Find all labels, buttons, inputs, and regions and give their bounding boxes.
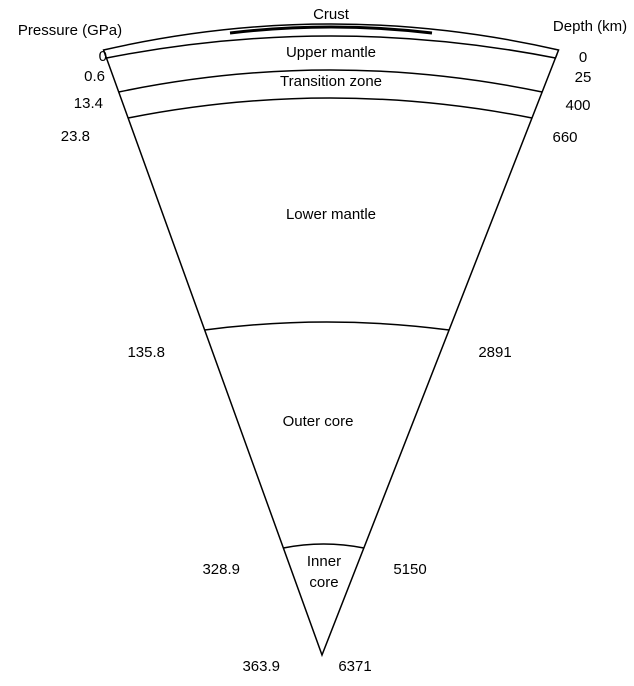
boundary-arc <box>118 69 543 93</box>
pressure-label: 135.8 <box>127 344 165 361</box>
boundary-arc <box>204 321 450 331</box>
pressure-label: 13.4 <box>74 95 103 112</box>
depth-label: 6371 <box>338 658 371 675</box>
depth-label: 2891 <box>478 344 511 361</box>
pressure-label: 23.8 <box>61 128 90 145</box>
pressure-label: 328.9 <box>202 561 240 578</box>
depth-label: 660 <box>552 129 577 146</box>
wedge-outline <box>104 53 558 658</box>
layer-name: Outer core <box>283 413 354 430</box>
crust-thick <box>229 25 433 35</box>
boundary-arc <box>127 97 533 119</box>
depth-label: 5150 <box>393 561 426 578</box>
layer-name: core <box>309 574 338 591</box>
pressure-header: Pressure (GPa) <box>18 22 122 39</box>
layer-name: Inner <box>307 553 341 570</box>
boundary-arc <box>283 543 364 549</box>
depth-label: 0 <box>579 49 587 66</box>
layer-name: Transition zone <box>280 73 382 90</box>
depth-header: Depth (km) <box>553 18 627 35</box>
pressure-label: 0.6 <box>84 68 105 85</box>
depth-label: 400 <box>565 97 590 114</box>
depth-label: 25 <box>575 69 592 86</box>
layer-name: Upper mantle <box>286 44 376 61</box>
crust-band <box>102 23 560 59</box>
pressure-label: 0 <box>99 48 107 65</box>
layer-name: Lower mantle <box>286 206 376 223</box>
pressure-label: 363.9 <box>242 658 280 675</box>
layer-name: Crust <box>313 6 350 23</box>
